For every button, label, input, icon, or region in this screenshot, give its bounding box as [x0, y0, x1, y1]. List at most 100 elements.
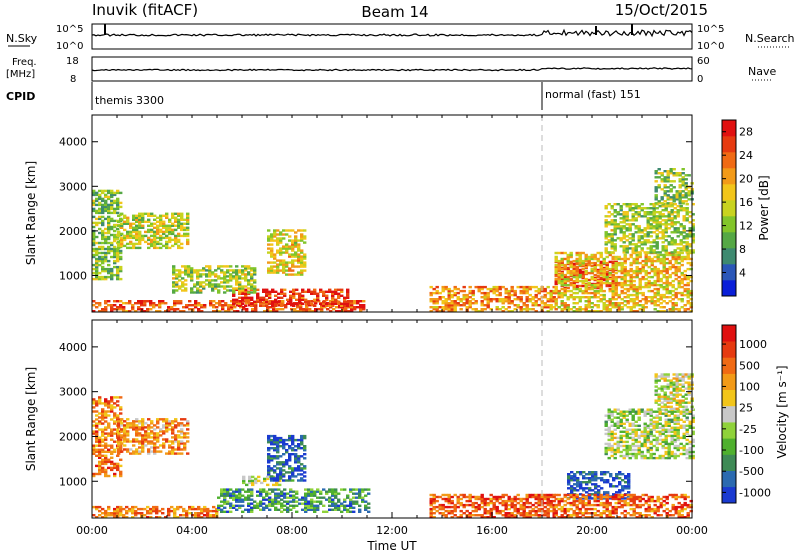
power-cell [110, 227, 114, 231]
power-cell [623, 287, 627, 291]
power-cell [250, 287, 254, 290]
power-cell [236, 302, 240, 305]
power-cell [214, 287, 218, 290]
velocity-cell [135, 418, 139, 421]
velocity-cell [489, 509, 493, 513]
velocity-cell [223, 502, 227, 505]
velocity-cell [361, 488, 365, 491]
velocity-cell [295, 492, 299, 495]
power-cell [253, 287, 257, 290]
power-cell [646, 211, 650, 214]
power-cell [643, 233, 647, 236]
power-cell [241, 273, 245, 276]
velocity-cell [441, 493, 445, 497]
power-cell [450, 308, 454, 311]
power-cell [113, 219, 117, 223]
velocity-cell [135, 432, 139, 435]
power-cell [659, 269, 663, 273]
power-cell [232, 275, 236, 278]
velocity-cell [270, 475, 274, 478]
power-cell [153, 226, 157, 229]
power-cell [683, 308, 687, 311]
power-cell [658, 225, 662, 228]
velocity-cell [495, 497, 499, 501]
power-cell [95, 253, 99, 257]
power-cell [691, 229, 695, 232]
velocity-cell [98, 452, 102, 455]
power-cell [587, 302, 591, 305]
power-cell [602, 269, 606, 273]
power-cell [119, 255, 123, 259]
velocity-cell [459, 514, 463, 517]
velocity-cell [507, 507, 511, 511]
power-cell [587, 281, 591, 285]
power-cell [429, 291, 433, 295]
velocity-cell [280, 510, 284, 513]
velocity-cell [291, 447, 295, 450]
power-cell [304, 290, 308, 293]
velocity-cell [504, 493, 508, 497]
power-cell [617, 263, 621, 267]
power-cell [447, 310, 451, 313]
power-colorbar-tick-label: 4 [739, 267, 746, 280]
velocity-cell [285, 463, 289, 466]
velocity-cell [282, 443, 286, 446]
power-cell [224, 304, 228, 307]
power-cell [677, 298, 681, 301]
velocity-cell [263, 479, 267, 483]
power-cell [599, 293, 603, 297]
velocity-cell [297, 479, 301, 482]
power-cell [98, 271, 102, 275]
power-cell [631, 243, 635, 246]
power-cell [653, 259, 657, 263]
velocity-cell [200, 516, 204, 519]
power-cell [98, 275, 102, 279]
power-cell [569, 255, 573, 259]
velocity-cell [119, 448, 123, 451]
velocity-cell [543, 512, 547, 515]
power-cell [626, 306, 630, 309]
power-cell [486, 304, 490, 307]
velocity-cell [495, 507, 499, 511]
power-cell [92, 271, 96, 275]
power-cell [546, 306, 550, 309]
power-cell [659, 306, 663, 309]
velocity-cell [200, 509, 204, 513]
power-cell [575, 308, 579, 311]
power-cell [631, 219, 635, 222]
velocity-cell [104, 454, 108, 457]
velocity-cell [153, 432, 157, 435]
power-cell [534, 302, 538, 305]
nsearch-label: N.Search [745, 32, 795, 45]
velocity-cell [116, 514, 120, 517]
power-cells [92, 168, 695, 313]
velocity-cell [212, 509, 216, 513]
velocity-cell [319, 500, 323, 503]
velocity-cell [267, 449, 271, 452]
power-cell [158, 310, 162, 313]
velocity-cell [367, 510, 371, 513]
power-cell [613, 223, 617, 226]
velocity-cell [364, 488, 368, 491]
power-cell [563, 251, 567, 255]
power-cell [549, 289, 553, 293]
velocity-cell [129, 426, 133, 429]
velocity-cell [560, 514, 564, 517]
power-cell [596, 285, 600, 289]
power-cell [666, 174, 670, 177]
velocity-cell [276, 443, 280, 446]
power-cell [659, 257, 663, 261]
power-cell [128, 310, 132, 313]
velocity-cell [328, 508, 332, 511]
velocity-cell [147, 426, 151, 429]
power-cell [276, 267, 280, 270]
velocity-cell [447, 499, 451, 503]
power-cell [617, 302, 621, 305]
velocity-cell [285, 443, 289, 446]
power-cell [649, 241, 653, 244]
velocity-cell [516, 507, 520, 511]
power-cell [575, 267, 579, 271]
power-cell [113, 253, 117, 257]
velocity-cell [274, 498, 278, 501]
